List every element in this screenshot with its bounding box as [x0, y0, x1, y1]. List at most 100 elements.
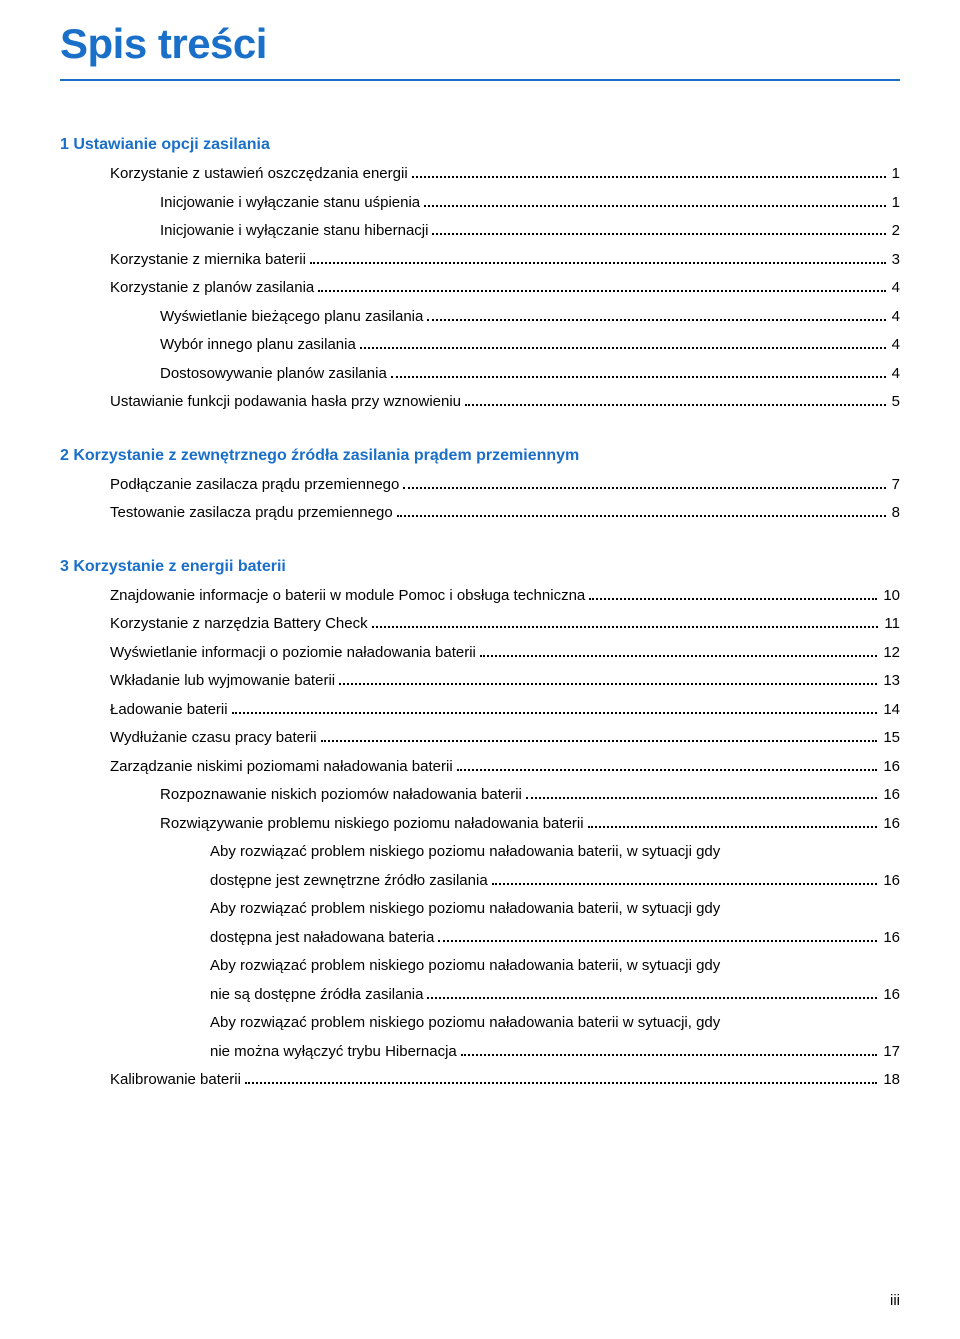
- toc-leader-dots: [310, 262, 886, 264]
- toc-leader-dots: [480, 655, 877, 657]
- toc-entry-page: 11: [882, 610, 900, 639]
- toc-entry[interactable]: Wkładanie lub wyjmowanie baterii 13: [60, 667, 900, 696]
- toc-entry-page: 16: [881, 867, 900, 896]
- toc-entry-page: 4: [890, 303, 900, 332]
- toc-entry[interactable]: Korzystanie z narzędzia Battery Check 11: [60, 610, 900, 639]
- toc-entry-page: 4: [890, 331, 900, 360]
- toc-entry-label: Inicjowanie i wyłączanie stanu uśpienia: [160, 189, 420, 218]
- title-block: Spis treści: [60, 0, 900, 86]
- toc-entry[interactable]: Aby rozwiązać problem niskiego poziomu n…: [60, 838, 900, 895]
- toc-entry-page: 7: [890, 471, 900, 500]
- toc-entry[interactable]: Inicjowanie i wyłączanie stanu hibernacj…: [60, 217, 900, 246]
- title-underline: [60, 79, 900, 81]
- toc-leader-dots: [372, 626, 879, 628]
- toc-entry-page: 12: [881, 639, 900, 668]
- toc-entry-page: 17: [881, 1038, 900, 1067]
- toc-entry-label: Testowanie zasilacza prądu przemiennego: [110, 499, 393, 528]
- toc-entry-label: Korzystanie z planów zasilania: [110, 274, 314, 303]
- toc-leader-dots: [589, 598, 877, 600]
- toc-leader-dots: [391, 376, 886, 378]
- toc-entry-label: Podłączanie zasilacza prądu przemiennego: [110, 471, 399, 500]
- toc-entry-label: Aby rozwiązać problem niskiego poziomu n…: [210, 838, 900, 867]
- toc-entry[interactable]: Inicjowanie i wyłączanie stanu uśpienia 1: [60, 189, 900, 218]
- toc-leader-dots: [432, 233, 885, 235]
- toc-entry-page: 3: [890, 246, 900, 275]
- section-heading[interactable]: 2 Korzystanie z zewnętrznego źródła zasi…: [60, 447, 900, 465]
- toc-section: 3 Korzystanie z energii baterii Znajdowan…: [60, 558, 900, 1095]
- toc-entry-label: Zarządzanie niskimi poziomami naładowani…: [110, 753, 453, 782]
- toc-entry[interactable]: Podłączanie zasilacza prądu przemiennego…: [60, 471, 900, 500]
- toc-entry-page: 18: [881, 1066, 900, 1095]
- toc-entry[interactable]: Kalibrowanie baterii 18: [60, 1066, 900, 1095]
- toc-entry[interactable]: Ładowanie baterii 14: [60, 696, 900, 725]
- toc-entry-label: dostępna jest naładowana bateria: [210, 924, 434, 953]
- toc-entry[interactable]: Testowanie zasilacza prądu przemiennego 8: [60, 499, 900, 528]
- section-heading[interactable]: 1 Ustawianie opcji zasilania: [60, 136, 900, 154]
- toc-leader-dots: [245, 1082, 877, 1084]
- toc-leader-dots: [360, 347, 886, 349]
- toc-entry[interactable]: Wybór innego planu zasilania 4: [60, 331, 900, 360]
- toc-entry-label: Wybór innego planu zasilania: [160, 331, 356, 360]
- toc-entry-page: 14: [881, 696, 900, 725]
- toc-entry-page: 4: [890, 274, 900, 303]
- toc-leader-dots: [457, 769, 878, 771]
- toc-entry[interactable]: Znajdowanie informacje o baterii w modul…: [60, 582, 900, 611]
- toc-entry-label: nie można wyłączyć trybu Hibernacja: [210, 1038, 457, 1067]
- toc-entry-page: 1: [890, 189, 900, 218]
- toc-leader-dots: [397, 515, 886, 517]
- toc-entry-page: 8: [890, 499, 900, 528]
- toc-entry[interactable]: Dostosowywanie planów zasilania4: [60, 360, 900, 389]
- toc-leader-dots: [318, 290, 885, 292]
- toc-entry-label: Wyświetlanie informacji o poziomie naład…: [110, 639, 476, 668]
- toc-entry-page: 5: [890, 388, 900, 417]
- toc-entry-page: 13: [881, 667, 900, 696]
- toc-entry[interactable]: Aby rozwiązać problem niskiego poziomu n…: [60, 952, 900, 1009]
- toc-entry-label: Znajdowanie informacje o baterii w modul…: [110, 582, 585, 611]
- toc-leader-dots: [321, 740, 878, 742]
- toc-entry[interactable]: Wyświetlanie informacji o poziomie naład…: [60, 639, 900, 668]
- toc-entry[interactable]: Rozpoznawanie niskich poziomów naładowan…: [60, 781, 900, 810]
- toc-leader-dots: [232, 712, 878, 714]
- toc-entry-label: Ładowanie baterii: [110, 696, 228, 725]
- toc-section: 2 Korzystanie z zewnętrznego źródła zasi…: [60, 447, 900, 528]
- toc-entry[interactable]: Aby rozwiązać problem niskiego poziomu n…: [60, 895, 900, 952]
- toc-entry[interactable]: Zarządzanie niskimi poziomami naładowani…: [60, 753, 900, 782]
- toc-entry[interactable]: Ustawianie funkcji podawania hasła przy …: [60, 388, 900, 417]
- toc-entry-label: Wkładanie lub wyjmowanie baterii: [110, 667, 335, 696]
- toc-entry-page: 16: [881, 810, 900, 839]
- toc-leader-dots: [339, 683, 877, 685]
- toc-entry[interactable]: Rozwiązywanie problemu niskiego poziomu …: [60, 810, 900, 839]
- toc-entry[interactable]: Korzystanie z miernika baterii3: [60, 246, 900, 275]
- toc-entry-page: 16: [881, 781, 900, 810]
- toc-entry-page: 10: [881, 582, 900, 611]
- toc-entry[interactable]: Korzystanie z ustawień oszczędzania ener…: [60, 160, 900, 189]
- toc-entry-page: 15: [881, 724, 900, 753]
- toc-entry[interactable]: Korzystanie z planów zasilania 4: [60, 274, 900, 303]
- toc-leader-dots: [461, 1054, 878, 1056]
- toc-entry[interactable]: Wyświetlanie bieżącego planu zasilania4: [60, 303, 900, 332]
- toc-entry[interactable]: Wydłużanie czasu pracy baterii15: [60, 724, 900, 753]
- toc-entry[interactable]: Aby rozwiązać problem niskiego poziomu n…: [60, 1009, 900, 1066]
- toc-entry-page: 16: [881, 924, 900, 953]
- toc-entry-label: Inicjowanie i wyłączanie stanu hibernacj…: [160, 217, 428, 246]
- toc-entry-page: 16: [881, 753, 900, 782]
- toc-entry-label: Ustawianie funkcji podawania hasła przy …: [110, 388, 461, 417]
- toc-entry-page: 1: [890, 160, 900, 189]
- toc-entry-label: Korzystanie z ustawień oszczędzania ener…: [110, 160, 408, 189]
- toc-section: 1 Ustawianie opcji zasilania Korzystanie …: [60, 136, 900, 417]
- toc-entry-label: Kalibrowanie baterii: [110, 1066, 241, 1095]
- toc-leader-dots: [588, 826, 878, 828]
- toc-entry-label: Dostosowywanie planów zasilania: [160, 360, 387, 389]
- toc-entry-page: 16: [881, 981, 900, 1010]
- toc-entry-page: 2: [890, 217, 900, 246]
- toc-entry-label: Korzystanie z narzędzia Battery Check: [110, 610, 368, 639]
- toc-leader-dots: [492, 883, 878, 885]
- toc-leader-dots: [438, 940, 877, 942]
- toc-container: 1 Ustawianie opcji zasilania Korzystanie …: [60, 136, 900, 1095]
- toc-leader-dots: [526, 797, 877, 799]
- toc-leader-dots: [424, 205, 886, 207]
- toc-entry-label: Rozwiązywanie problemu niskiego poziomu …: [160, 810, 584, 839]
- section-heading[interactable]: 3 Korzystanie z energii baterii: [60, 558, 900, 576]
- document-title: Spis treści: [60, 20, 900, 68]
- toc-entry-label: dostępne jest zewnętrzne źródło zasilani…: [210, 867, 488, 896]
